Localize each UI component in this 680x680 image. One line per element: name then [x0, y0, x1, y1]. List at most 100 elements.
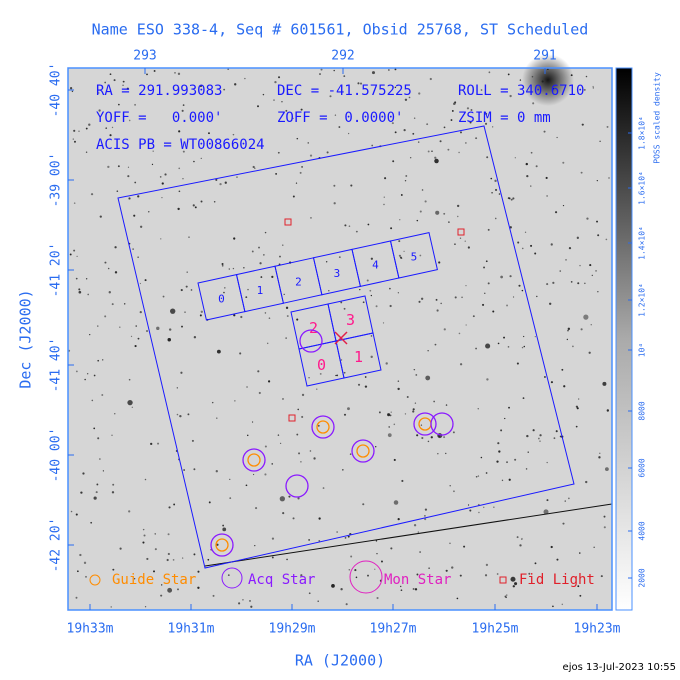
star [454, 243, 456, 245]
star [507, 197, 510, 199]
star [390, 411, 392, 413]
star [562, 204, 565, 207]
star [606, 125, 609, 128]
star [221, 263, 224, 266]
star [457, 215, 459, 218]
star [199, 314, 202, 317]
star [430, 436, 433, 439]
star [98, 109, 101, 112]
info-text: YOFF = 0.000' [96, 110, 222, 126]
star [370, 335, 373, 337]
star [483, 266, 486, 269]
star [282, 398, 284, 400]
star [416, 434, 419, 437]
star [530, 244, 533, 247]
star [264, 312, 267, 314]
ccd-chip [389, 232, 438, 279]
star [182, 104, 185, 106]
star [161, 182, 164, 185]
star [532, 429, 535, 432]
star [342, 469, 344, 471]
star [397, 292, 399, 294]
star [257, 370, 260, 373]
star [405, 175, 408, 177]
star [525, 162, 528, 166]
star [484, 122, 488, 125]
star [461, 296, 463, 299]
star [378, 411, 381, 414]
star [102, 470, 104, 472]
star [254, 544, 256, 547]
star [427, 350, 429, 352]
star [188, 236, 190, 238]
bottom-tick-label: 19h23m [574, 622, 621, 637]
star [181, 325, 183, 328]
star [519, 544, 522, 547]
star [424, 508, 428, 511]
star [486, 156, 489, 159]
star [181, 109, 184, 112]
star [404, 413, 407, 415]
star [367, 223, 370, 226]
star [355, 230, 358, 233]
star [552, 605, 554, 608]
star [509, 226, 512, 229]
star [295, 182, 298, 184]
star [393, 423, 396, 426]
star [301, 166, 303, 168]
star [313, 457, 316, 460]
star [111, 303, 114, 306]
star [322, 487, 325, 489]
star [107, 267, 110, 270]
star [277, 434, 280, 436]
star [114, 271, 118, 274]
fid-light-marker [457, 228, 465, 236]
star [308, 538, 311, 541]
star [418, 300, 421, 303]
star [463, 545, 466, 548]
star [182, 150, 185, 153]
star [530, 151, 533, 154]
star [536, 295, 538, 298]
star [589, 264, 592, 267]
star [390, 227, 393, 230]
star [556, 558, 559, 561]
star [347, 407, 350, 411]
star [579, 594, 582, 597]
star [167, 338, 171, 342]
star [85, 278, 88, 280]
star [375, 540, 378, 542]
star [207, 558, 210, 561]
star [144, 478, 147, 481]
star [500, 275, 503, 279]
star [182, 178, 184, 180]
star [581, 123, 584, 126]
top-tick-label: 291 [533, 49, 556, 64]
star [254, 167, 256, 169]
star [366, 279, 369, 282]
star [426, 123, 429, 126]
star [375, 305, 378, 308]
top-tick-label: 292 [331, 49, 354, 64]
star [492, 310, 495, 313]
acq-star-marker [430, 412, 454, 436]
star [563, 385, 566, 388]
colorbar-tick-label: 1.4×10⁴ [638, 226, 647, 260]
star [424, 515, 426, 517]
star [585, 480, 588, 484]
star [534, 335, 536, 338]
star [336, 531, 338, 533]
star [186, 271, 188, 273]
star [142, 528, 145, 531]
star [388, 69, 390, 71]
star [376, 553, 378, 555]
star [485, 343, 491, 349]
star [507, 346, 510, 348]
star [493, 506, 495, 509]
star [449, 484, 451, 487]
star [480, 89, 483, 91]
star [465, 285, 467, 287]
star [99, 458, 101, 460]
star [355, 576, 358, 579]
